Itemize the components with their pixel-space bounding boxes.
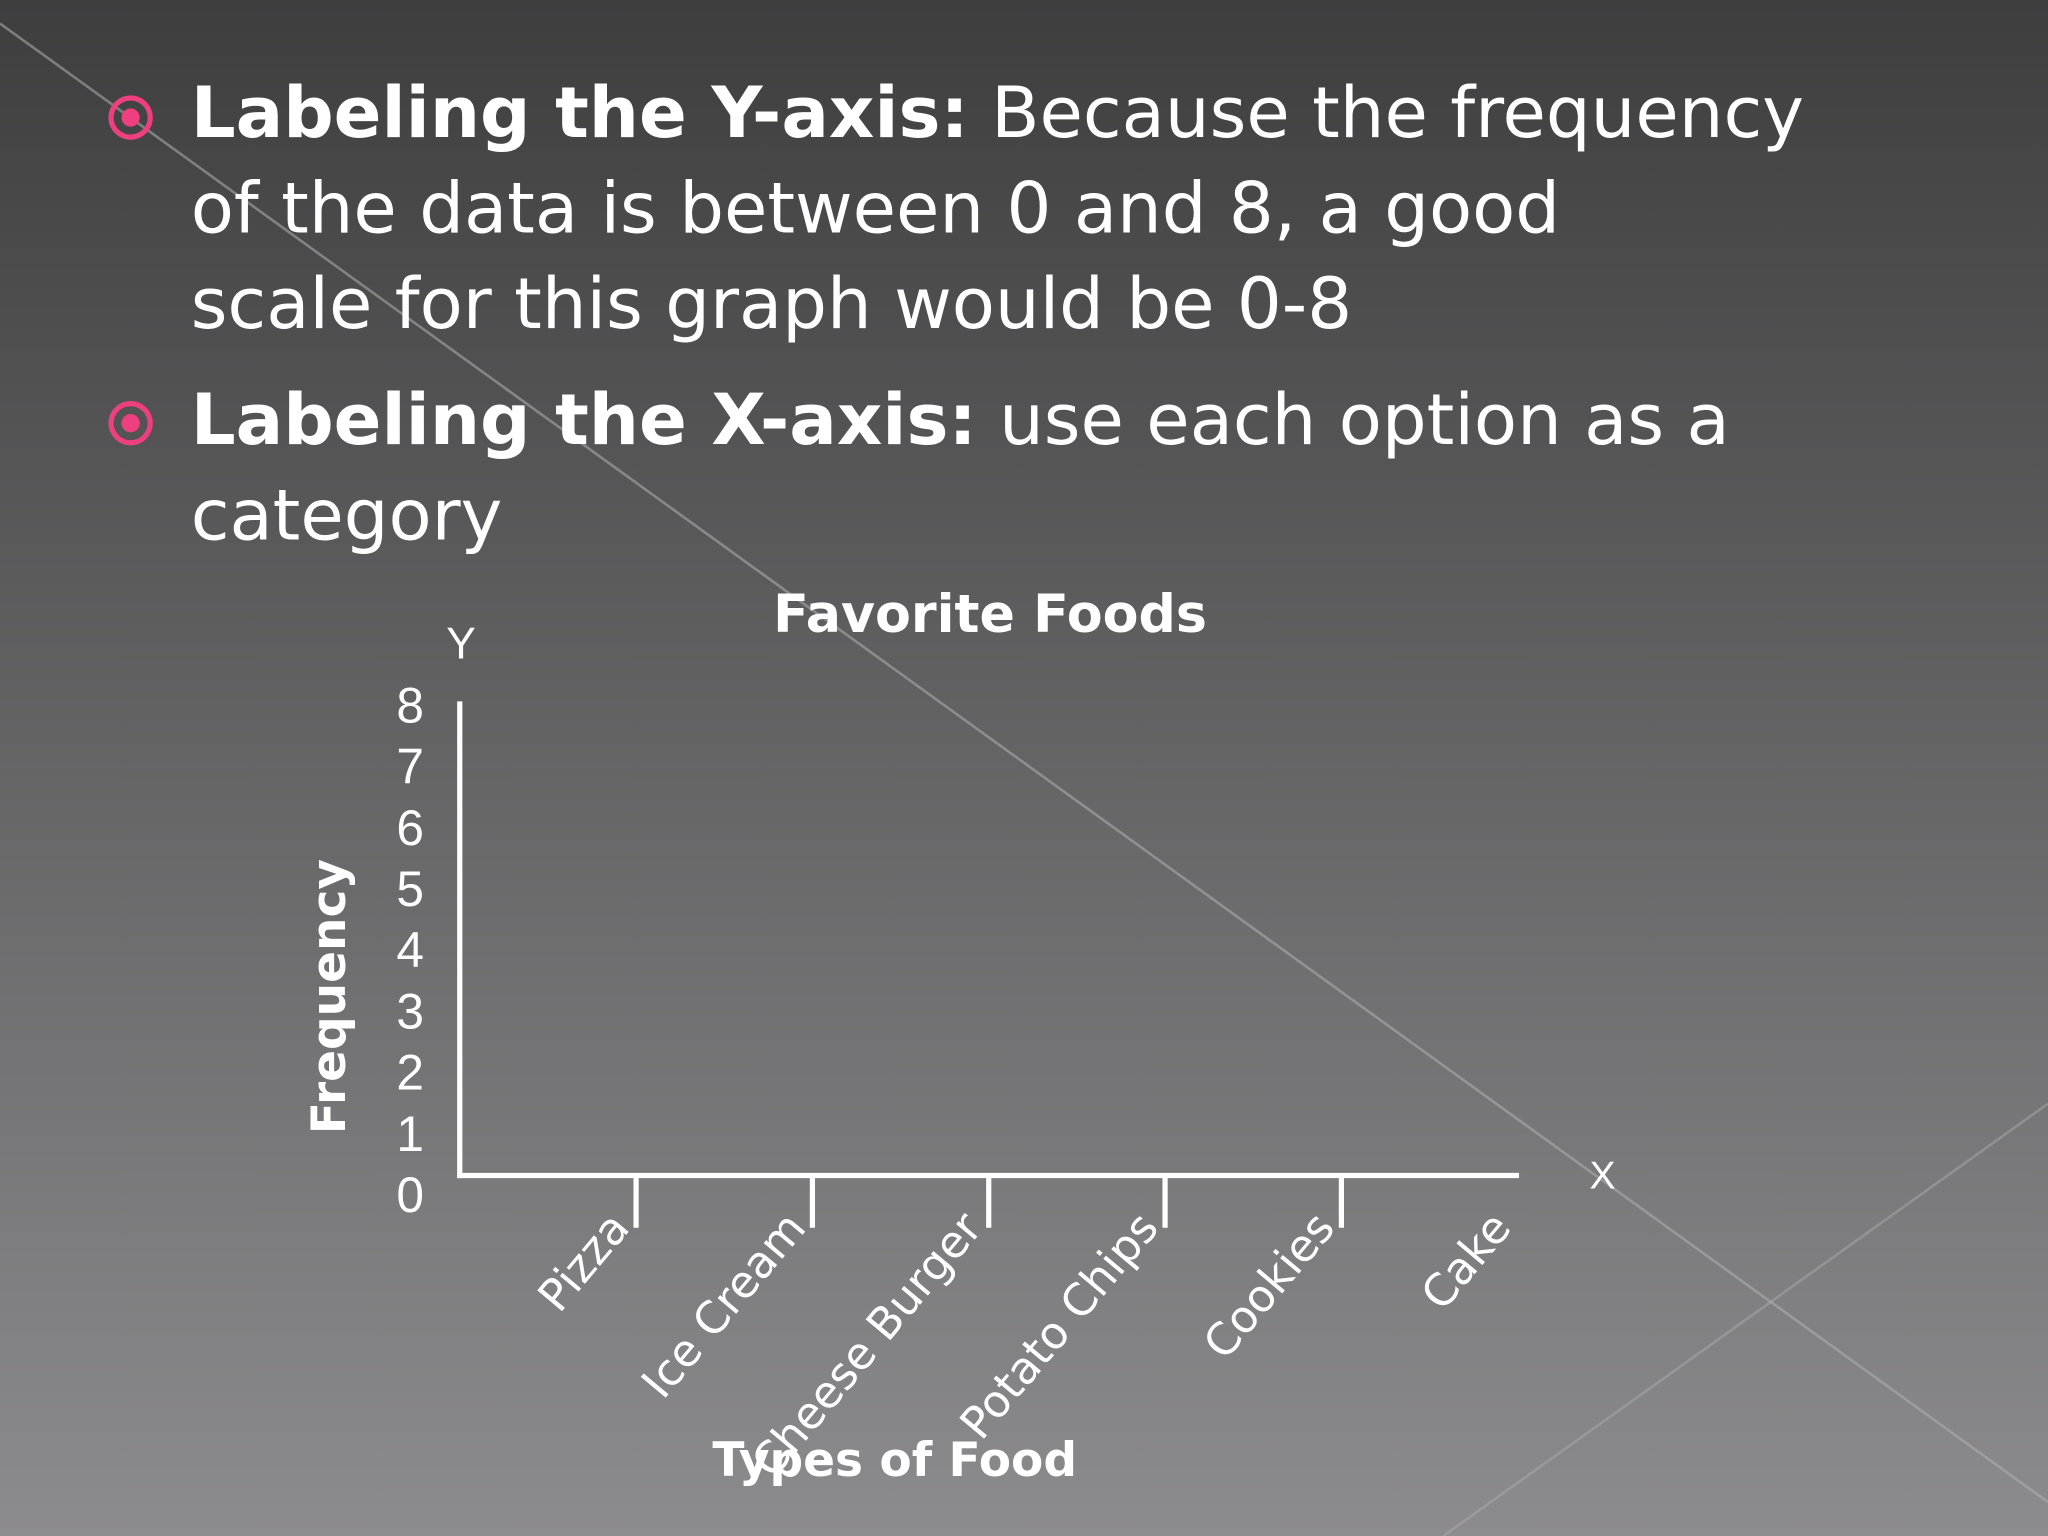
y-tick-label: 8 xyxy=(396,677,424,733)
bullet-line: Because the frequency xyxy=(991,72,1804,154)
bullet-line: category xyxy=(191,474,503,556)
y-tick-label: 4 xyxy=(396,922,424,978)
bullet-icon xyxy=(108,95,153,140)
bullet-text: Labeling the Y-axis: Because the frequen… xyxy=(191,72,1804,154)
decor-line xyxy=(1442,1102,2048,1536)
bullet-line: of the data is between 0 and 8, a good xyxy=(191,167,1560,249)
bullet-text: Labeling the X-axis: use each option as … xyxy=(191,379,1730,461)
y-axis-letter: Y xyxy=(446,619,476,668)
bullet-heading: Labeling the Y-axis: xyxy=(191,72,969,154)
bullet-line: use each option as a xyxy=(999,379,1730,461)
x-axis-label: Types of Food xyxy=(712,1433,1077,1488)
bullet-text: of the data is between 0 and 8, a good xyxy=(191,167,1560,249)
bullet-text: scale for this graph would be 0-8 xyxy=(191,263,1352,345)
bullet-icon xyxy=(108,400,153,446)
y-tick-label: 6 xyxy=(396,800,424,856)
bullet-heading: Labeling the X-axis: xyxy=(191,379,977,461)
y-tick-label: 5 xyxy=(396,861,424,917)
x-axis-letter: X xyxy=(1590,1155,1616,1198)
decor-line xyxy=(0,22,2048,1504)
y-tick-label: 1 xyxy=(396,1106,424,1162)
bullet-line: scale for this graph would be 0-8 xyxy=(191,263,1352,345)
y-tick-label: 3 xyxy=(396,983,424,1039)
bullet-text: category xyxy=(191,474,503,556)
y-axis-label: Frequency xyxy=(302,859,357,1134)
y-tick-label: 0 xyxy=(396,1167,424,1223)
y-tick-label: 2 xyxy=(396,1045,424,1101)
y-tick-label: 7 xyxy=(396,739,424,795)
chart-title: Favorite Foods xyxy=(773,585,1207,645)
